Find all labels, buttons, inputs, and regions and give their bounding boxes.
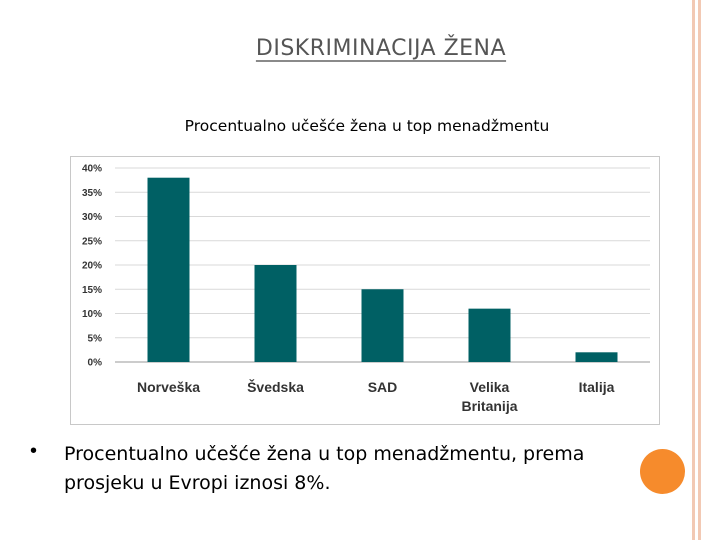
y-tick-label: 20% <box>82 261 102 272</box>
bar <box>575 352 618 362</box>
x-tick-label: Velika Britanija <box>461 379 517 414</box>
y-tick-label: 40% <box>82 164 102 175</box>
y-tick-label: 15% <box>82 285 102 296</box>
bullet-symbol: • <box>30 440 38 462</box>
y-tick-label: 25% <box>82 236 102 247</box>
slide-title: DISKRIMINACIJA ŽENA <box>255 36 507 61</box>
y-tick-label: 10% <box>82 309 102 320</box>
bar <box>254 265 297 362</box>
bullet-text: Procentualno učešće žena u top menadžmen… <box>64 443 585 494</box>
y-tick-labels: 0% 5% 10% 15% 20% 25% 30% 35% 40% <box>82 164 102 369</box>
y-tick-label: 30% <box>82 212 102 223</box>
decorative-circle <box>640 449 685 494</box>
y-tick-label: 35% <box>82 188 102 199</box>
frame-line-right <box>698 0 701 540</box>
x-tick-label: Norveška <box>137 379 200 395</box>
x-tick-label: Italija <box>579 379 615 395</box>
bar <box>361 289 404 362</box>
chart-bars <box>147 177 618 362</box>
bar <box>147 177 190 362</box>
y-tick-label: 5% <box>88 333 103 344</box>
x-tick-label: SAD <box>368 379 398 395</box>
x-tick-label: Švedska <box>247 378 304 395</box>
frame-line-left <box>692 0 695 540</box>
chart-caption: Procentualno učešće žena u top menadžmen… <box>184 117 550 135</box>
y-tick-label: 0% <box>88 358 103 369</box>
bar <box>468 308 511 362</box>
x-tick-labels: Norveška Švedska SAD Velika Britanija Italija <box>137 378 615 414</box>
